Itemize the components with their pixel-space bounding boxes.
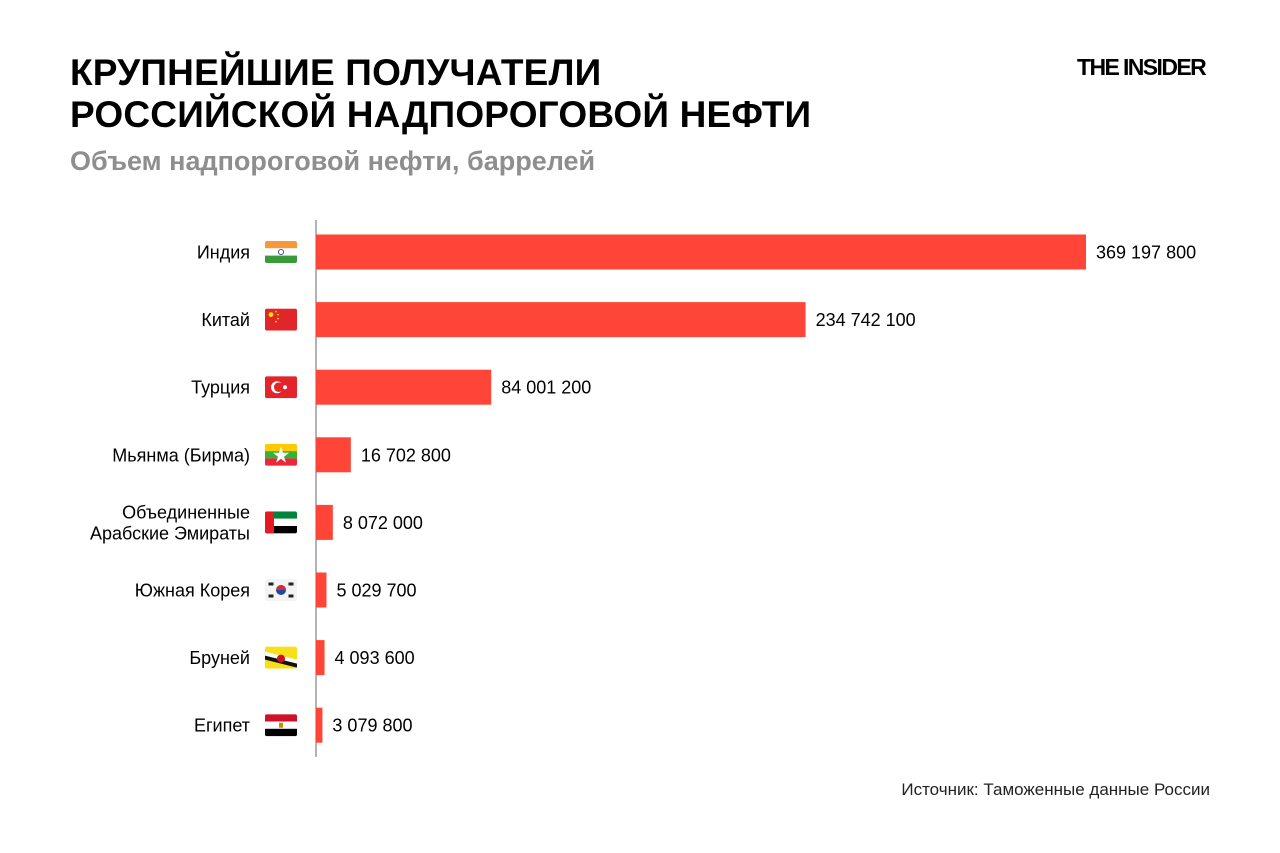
- category-label: Турция: [191, 378, 250, 398]
- value-label: 16 702 800: [361, 445, 451, 465]
- bar: [316, 504, 333, 540]
- category-label: Индия: [197, 243, 250, 263]
- bar: [316, 707, 323, 743]
- value-label: 5 029 700: [336, 581, 416, 601]
- value-label: 369 197 800: [1096, 243, 1196, 263]
- category-label: Южная Корея: [135, 581, 250, 601]
- china-flag-icon: [265, 308, 297, 331]
- egypt-flag-icon: [265, 714, 297, 737]
- value-label: 4 093 600: [335, 648, 415, 668]
- myanmar-flag-icon: [265, 443, 297, 466]
- category-label: Бруней: [189, 648, 250, 668]
- bar: [316, 640, 325, 676]
- turkey-flag-icon: [265, 376, 297, 399]
- category-label: Мьянма (Бирма): [112, 445, 250, 465]
- uae-flag-icon: [265, 511, 297, 534]
- india-flag-icon: [265, 241, 297, 263]
- value-label: 8 072 000: [343, 513, 423, 533]
- bar: [316, 572, 327, 608]
- category-label: Объединенные: [122, 502, 250, 522]
- south-korea-flag-icon: [265, 579, 297, 601]
- category-label: Китай: [201, 310, 250, 330]
- value-label: 234 742 100: [816, 310, 916, 330]
- the-insider-logo: THE INSIDER: [1077, 54, 1207, 80]
- bar: [316, 369, 492, 405]
- chart-title: КРУПНЕЙШИЕ ПОЛУЧАТЕЛИ РОССИЙСКОЙ НАДПОРО…: [70, 52, 811, 136]
- title-line-2: РОССИЙСКОЙ НАДПОРОГОВОЙ НЕФТИ: [70, 94, 812, 135]
- title-line-1: КРУПНЕЙШИЕ ПОЛУЧАТЕЛИ: [70, 52, 602, 93]
- bar: [316, 234, 1086, 270]
- category-label: Египет: [194, 716, 250, 736]
- bar: [316, 302, 806, 338]
- category-label: Арабские Эмираты: [90, 523, 250, 543]
- source-note: Источник: Таможенные данные России: [901, 780, 1210, 799]
- bar: [316, 437, 351, 473]
- value-label: 3 079 800: [332, 716, 412, 736]
- chart-subtitle: Объем надпороговой нефти, баррелей: [70, 146, 596, 176]
- value-label: 84 001 200: [501, 378, 591, 398]
- brunei-flag-icon: [265, 646, 297, 669]
